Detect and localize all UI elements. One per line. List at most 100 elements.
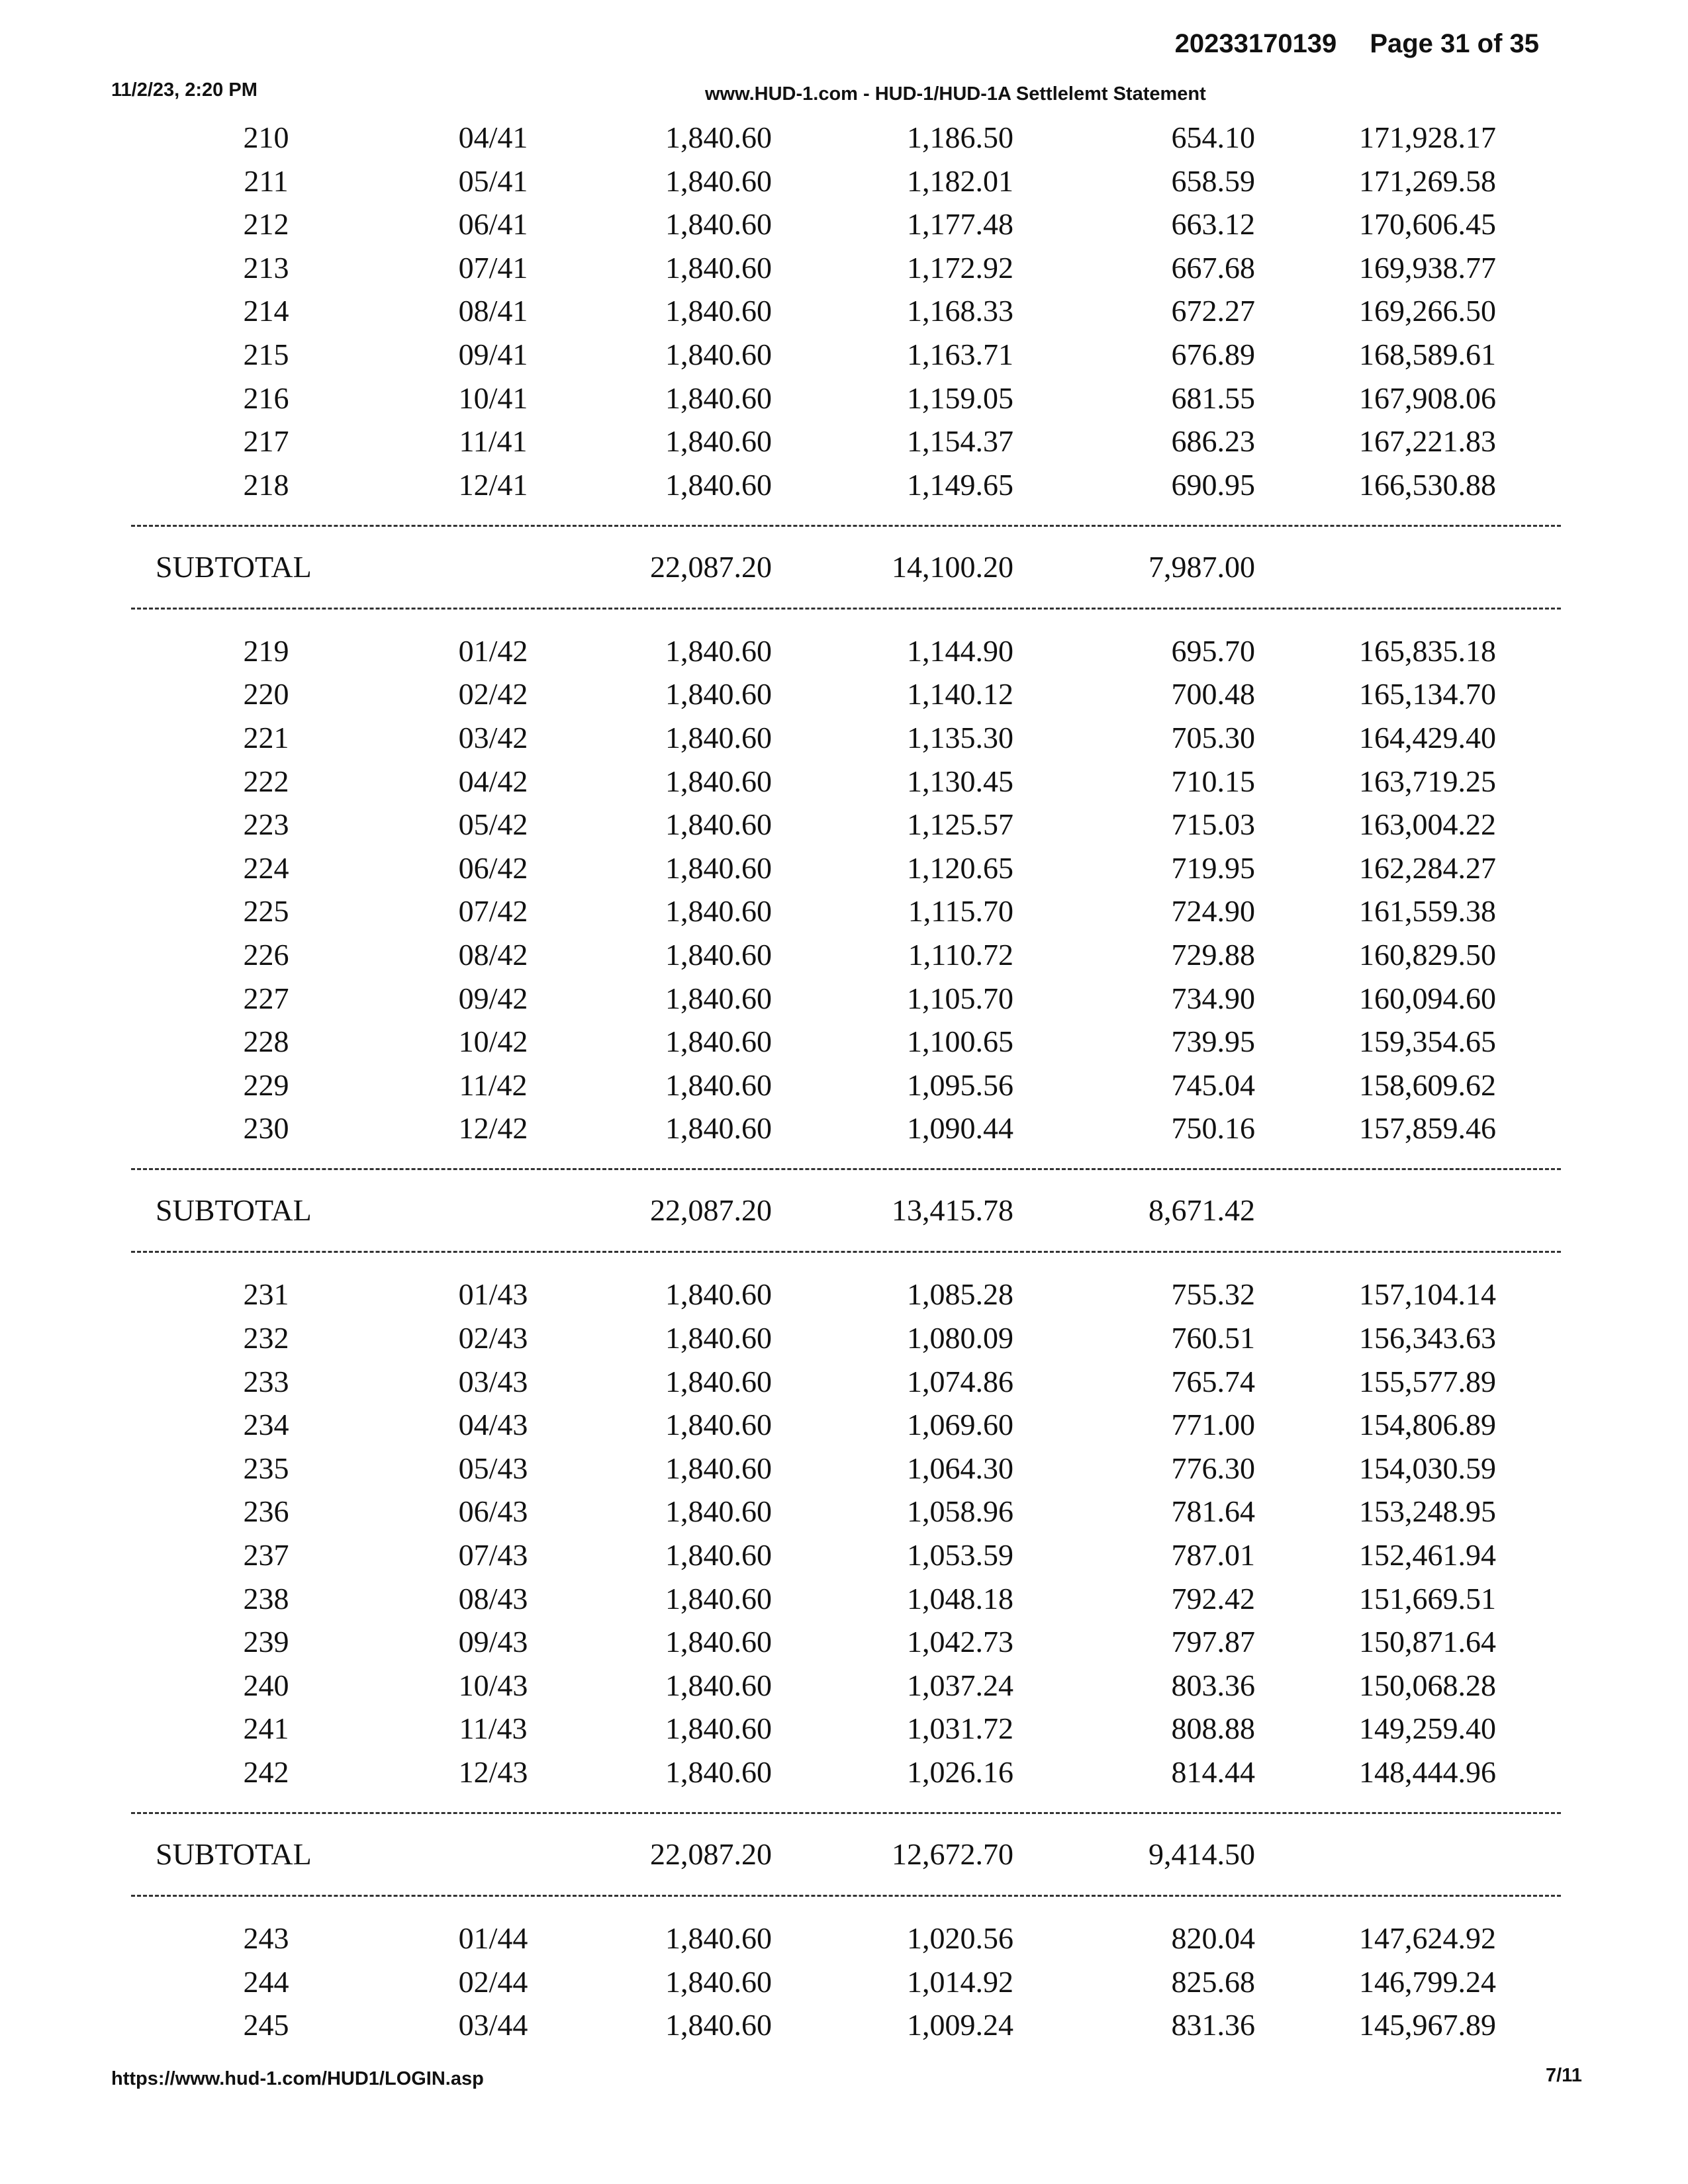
interest-amount: 1,080.09 [907, 1321, 1013, 1355]
payment-number: 219 [243, 633, 289, 668]
payment-date: 08/42 [458, 938, 528, 972]
subtotal-interest: 14,100.20 [892, 549, 1013, 584]
principal-amount: 681.55 [1171, 381, 1256, 415]
payment-date: 12/41 [458, 467, 528, 502]
payment-number: 218 [243, 467, 289, 502]
interest-amount: 1,048.18 [907, 1581, 1013, 1615]
payment-date: 10/43 [458, 1668, 528, 1702]
payment-date: 10/41 [458, 381, 528, 415]
principal-amount: 658.59 [1171, 163, 1256, 198]
principal-amount: 808.88 [1171, 1711, 1256, 1746]
balance: 152,461.94 [1359, 1538, 1496, 1572]
interest-amount: 1,026.16 [907, 1755, 1013, 1789]
payment-amount: 1,840.60 [665, 1494, 772, 1529]
interest-amount: 1,140.12 [907, 677, 1013, 711]
balance: 167,908.06 [1359, 381, 1496, 415]
payment-amount: 1,840.60 [665, 633, 772, 668]
principal-amount: 676.89 [1171, 338, 1256, 371]
table-row: 236 06/43 1,840.60 1,058.96 781.64 153,248.95 [0, 1492, 1688, 1531]
payment-amount: 1,840.60 [665, 1364, 772, 1398]
payment-date: 01/42 [458, 633, 528, 668]
payment-number: 214 [243, 294, 289, 328]
payment-amount: 1,840.60 [665, 250, 772, 285]
payment-date: 02/43 [458, 1321, 528, 1355]
balance: 163,719.25 [1359, 764, 1496, 798]
table-row: 218 12/41 1,840.60 1,149.65 690.95 166,530.88 [0, 465, 1688, 505]
payment-number: 211 [244, 163, 289, 198]
payment-number: 233 [243, 1364, 289, 1398]
payment-number: 225 [243, 894, 289, 929]
table-row: 233 03/43 1,840.60 1,074.86 765.74 155,577.89 [0, 1362, 1688, 1402]
payment-amount: 1,840.60 [665, 1111, 772, 1146]
interest-amount: 1,042.73 [907, 1625, 1013, 1659]
principal-amount: 686.23 [1171, 424, 1256, 459]
payment-number: 230 [243, 1111, 289, 1146]
balance: 168,589.61 [1359, 338, 1496, 371]
footer-page-number: 7/11 [1546, 2065, 1582, 2086]
payment-amount: 1,840.60 [665, 1451, 772, 1485]
balance: 169,938.77 [1359, 250, 1496, 285]
payment-number: 236 [243, 1494, 289, 1529]
interest-amount: 1,095.56 [907, 1068, 1013, 1102]
table-row: 244 02/44 1,840.60 1,014.92 825.68 146,799.24 [0, 1962, 1688, 2002]
subtotal-row: SUBTOTAL 22,087.20 13,415.78 8,671.42 [0, 1191, 1688, 1230]
balance: 150,068.28 [1359, 1668, 1496, 1702]
interest-amount: 1,120.65 [907, 850, 1013, 885]
page-title: www.HUD-1.com - HUD-1/HUD-1A Settlelemt … [705, 83, 1206, 105]
payment-amount: 1,840.60 [665, 1408, 772, 1442]
payment-date: 03/43 [458, 1364, 528, 1398]
payment-number: 238 [243, 1581, 289, 1615]
principal-amount: 724.90 [1171, 894, 1256, 929]
payment-number: 239 [243, 1625, 289, 1659]
payment-number: 227 [243, 981, 289, 1015]
footer-url: https://www.hud-1.com/HUD1/LOGIN.asp [111, 2068, 484, 2089]
principal-amount: 776.30 [1171, 1451, 1256, 1485]
balance: 157,859.46 [1359, 1111, 1496, 1146]
table-row: 239 09/43 1,840.60 1,042.73 797.87 150,871.64 [0, 1622, 1688, 1662]
subtotal-row: SUBTOTAL 22,087.20 12,672.70 9,414.50 [0, 1835, 1688, 1874]
principal-amount: 765.74 [1171, 1364, 1256, 1398]
payment-amount: 1,840.60 [665, 1538, 772, 1572]
principal-amount: 739.95 [1171, 1024, 1256, 1059]
balance: 148,444.96 [1359, 1755, 1496, 1789]
principal-amount: 787.01 [1171, 1538, 1256, 1572]
principal-amount: 760.51 [1171, 1321, 1256, 1355]
table-row: 211 05/41 1,840.60 1,182.01 658.59 171,269.58 [0, 161, 1688, 201]
payment-amount: 1,840.60 [665, 1711, 772, 1746]
interest-amount: 1,100.65 [907, 1024, 1013, 1059]
interest-amount: 1,105.70 [907, 981, 1013, 1015]
payment-amount: 1,840.60 [665, 381, 772, 415]
balance: 150,871.64 [1359, 1625, 1496, 1659]
table-row: 217 11/41 1,840.60 1,154.37 686.23 167,221.83 [0, 422, 1688, 461]
payment-date: 03/44 [458, 2008, 528, 2042]
table-row: 241 11/43 1,840.60 1,031.72 808.88 149,259.40 [0, 1709, 1688, 1749]
payment-number: 223 [243, 807, 289, 842]
payment-number: 215 [243, 338, 289, 371]
payment-number: 240 [243, 1668, 289, 1702]
balance: 157,104.14 [1359, 1277, 1496, 1312]
print-datetime: 11/2/23, 2:20 PM [111, 79, 258, 101]
principal-amount: 729.88 [1171, 938, 1256, 972]
balance: 146,799.24 [1359, 1964, 1496, 1999]
payment-number: 244 [243, 1964, 289, 1999]
subtotal-principal: 9,414.50 [1149, 1837, 1255, 1871]
page-indicator: Page 31 of 35 [1370, 29, 1539, 58]
principal-amount: 831.36 [1171, 2008, 1256, 2042]
payment-number: 213 [243, 250, 289, 285]
table-row: 213 07/41 1,840.60 1,172.92 667.68 169,938.77 [0, 248, 1688, 288]
principal-amount: 695.70 [1171, 633, 1256, 668]
principal-amount: 710.15 [1171, 764, 1256, 798]
payment-date: 01/44 [458, 1921, 528, 1955]
payment-number: 241 [243, 1711, 289, 1746]
balance: 162,284.27 [1359, 850, 1496, 885]
principal-amount: 734.90 [1171, 981, 1256, 1015]
principal-amount: 797.87 [1171, 1625, 1256, 1659]
interest-amount: 1,115.70 [908, 894, 1013, 929]
payment-date: 12/43 [458, 1755, 528, 1789]
interest-amount: 1,135.30 [907, 721, 1013, 754]
principal-amount: 750.16 [1171, 1111, 1256, 1146]
table-row: 235 05/43 1,840.60 1,064.30 776.30 154,030.59 [0, 1449, 1688, 1488]
payment-date: 05/43 [458, 1451, 528, 1485]
payment-date: 05/41 [458, 163, 528, 198]
payment-amount: 1,840.60 [665, 807, 772, 842]
